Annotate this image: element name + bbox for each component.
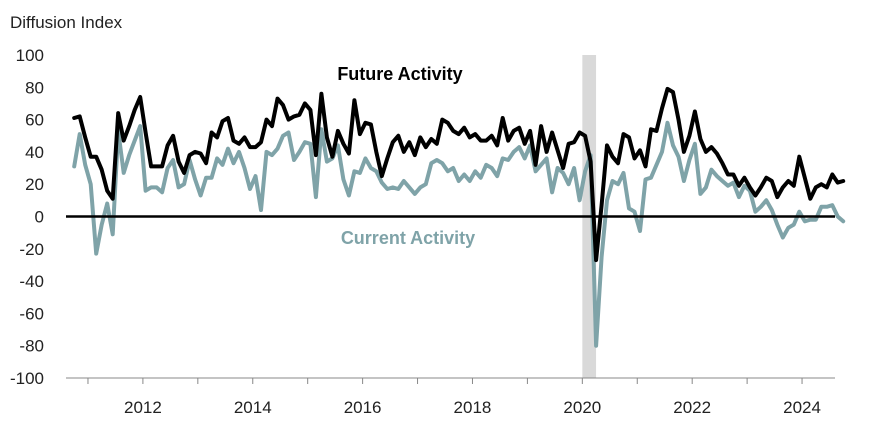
- future-activity-label: Future Activity: [337, 64, 462, 84]
- y-tick-label: 60: [25, 111, 44, 130]
- y-tick-label: 0: [35, 208, 44, 227]
- y-tick-label: -40: [19, 272, 44, 291]
- y-axis: 100 80 60 40 20 0 -20 -40 -60 -80 -100: [10, 46, 44, 388]
- y-tick-label: -80: [19, 337, 44, 356]
- y-axis-title: Diffusion Index: [10, 13, 123, 32]
- y-tick-label: -60: [19, 304, 44, 323]
- y-tick-label: -20: [19, 240, 44, 259]
- future-activity-line: [72, 86, 846, 263]
- y-tick-label: 80: [25, 78, 44, 97]
- x-axis: 2012 2014 2016 2018 2020 2022 2024: [66, 377, 835, 417]
- x-tick-label: 2014: [234, 398, 272, 417]
- y-tick-label: 100: [16, 46, 44, 65]
- series-annotations: Future Activity Current Activity: [337, 64, 475, 248]
- x-tick-label: 2018: [454, 398, 492, 417]
- x-tick-label: 2016: [344, 398, 382, 417]
- x-tick-label: 2012: [124, 398, 162, 417]
- series-layer: [66, 86, 846, 348]
- y-tick-label: 40: [25, 143, 44, 162]
- y-tick-label: 20: [25, 175, 44, 194]
- y-tick-label: -100: [10, 369, 44, 388]
- x-tick-label: 2024: [783, 398, 821, 417]
- current-activity-label: Current Activity: [341, 228, 475, 248]
- x-tick-label: 2020: [563, 398, 601, 417]
- current-activity-line: [72, 120, 846, 348]
- x-tick-label: 2022: [673, 398, 711, 417]
